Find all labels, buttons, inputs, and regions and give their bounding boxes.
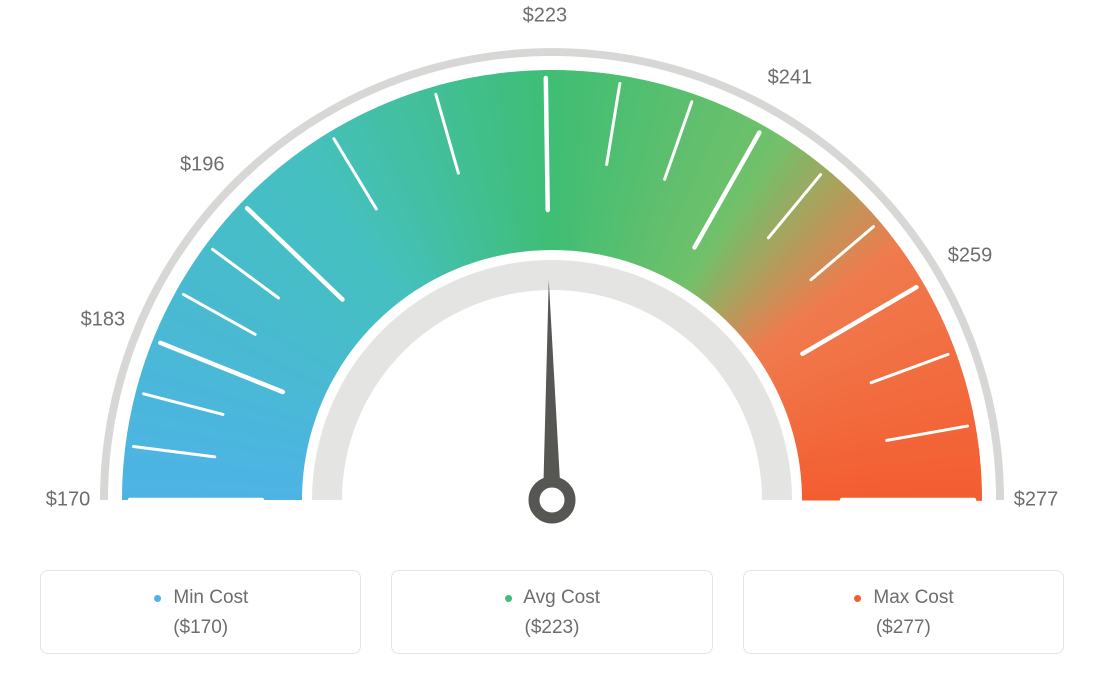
- legend-min-label: Min Cost: [173, 587, 248, 608]
- legend-max-title: • Max Cost: [744, 587, 1063, 609]
- legend-card-max: • Max Cost ($277): [743, 570, 1064, 654]
- legend-min-dot: •: [153, 583, 162, 613]
- gauge-tick-label: $241: [768, 67, 813, 90]
- legend-max-dot: •: [853, 583, 862, 613]
- gauge-chart: $170 $183 $196 $223 $241 $259 $277: [0, 0, 1104, 560]
- legend-min-title: • Min Cost: [41, 587, 360, 609]
- gauge-tick-label: $277: [1014, 489, 1059, 512]
- gauge-tick-label: $183: [81, 308, 126, 331]
- gauge-tick-label: $196: [180, 154, 225, 177]
- legend-avg-label: Avg Cost: [523, 587, 600, 608]
- gauge-svg: [0, 0, 1104, 560]
- legend-avg-dot: •: [504, 583, 513, 613]
- gauge-tick-label: $223: [523, 5, 568, 28]
- legend-card-min: • Min Cost ($170): [40, 570, 361, 654]
- legend-min-value: ($170): [41, 617, 360, 639]
- gauge-needle-hub: [534, 482, 570, 518]
- legend-max-value: ($277): [744, 617, 1063, 639]
- legend-card-avg: • Avg Cost ($223): [391, 570, 712, 654]
- legend-avg-title: • Avg Cost: [392, 587, 711, 609]
- legend-row: • Min Cost ($170) • Avg Cost ($223) • Ma…: [0, 570, 1104, 654]
- legend-avg-value: ($223): [392, 617, 711, 639]
- gauge-needle: [543, 280, 561, 500]
- legend-max-label: Max Cost: [873, 587, 953, 608]
- gauge-tick-label: $170: [46, 489, 91, 512]
- gauge-tick-label: $259: [948, 244, 993, 267]
